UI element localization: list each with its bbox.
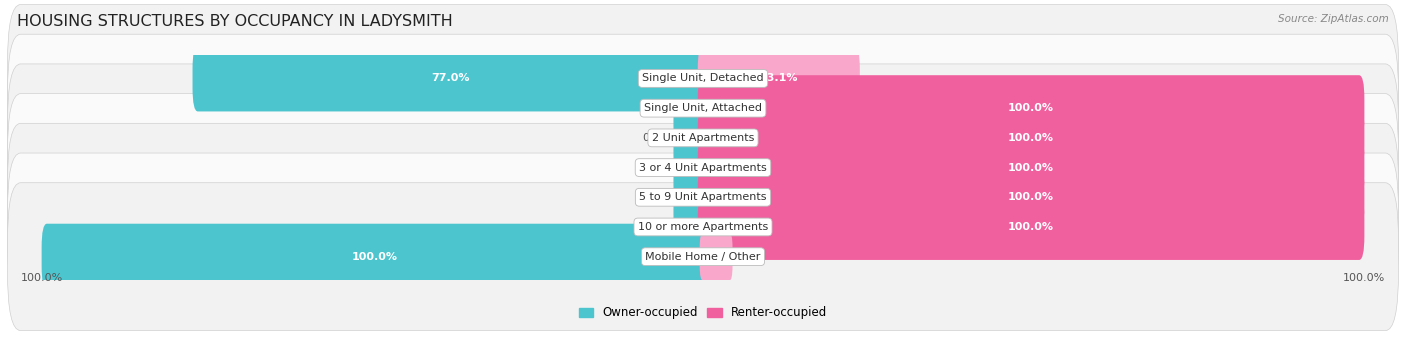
FancyBboxPatch shape [697,135,1364,200]
FancyBboxPatch shape [700,233,733,281]
FancyBboxPatch shape [7,94,1399,241]
Text: 100.0%: 100.0% [1008,103,1054,113]
FancyBboxPatch shape [697,75,1364,141]
Text: 100.0%: 100.0% [1008,192,1054,202]
Text: 0.0%: 0.0% [643,162,671,173]
Text: 77.0%: 77.0% [432,74,470,83]
FancyBboxPatch shape [673,144,706,192]
Text: Single Unit, Attached: Single Unit, Attached [644,103,762,113]
Text: 5 to 9 Unit Apartments: 5 to 9 Unit Apartments [640,192,766,202]
Text: 23.1%: 23.1% [759,74,799,83]
Text: Source: ZipAtlas.com: Source: ZipAtlas.com [1278,14,1389,24]
Text: 0.0%: 0.0% [643,103,671,113]
Text: 0.0%: 0.0% [735,252,763,262]
Text: 0.0%: 0.0% [643,192,671,202]
FancyBboxPatch shape [697,45,860,111]
Text: 0.0%: 0.0% [643,133,671,143]
Legend: Owner-occupied, Renter-occupied: Owner-occupied, Renter-occupied [574,302,832,324]
FancyBboxPatch shape [673,84,706,132]
Text: 100.0%: 100.0% [1343,273,1385,283]
FancyBboxPatch shape [7,123,1399,271]
Text: 100.0%: 100.0% [352,252,398,262]
FancyBboxPatch shape [697,164,1364,230]
FancyBboxPatch shape [7,34,1399,182]
FancyBboxPatch shape [42,224,709,290]
Text: 2 Unit Apartments: 2 Unit Apartments [652,133,754,143]
Text: 100.0%: 100.0% [1008,222,1054,232]
FancyBboxPatch shape [673,114,706,162]
FancyBboxPatch shape [673,203,706,251]
Text: Single Unit, Detached: Single Unit, Detached [643,74,763,83]
FancyBboxPatch shape [673,173,706,221]
FancyBboxPatch shape [697,105,1364,171]
FancyBboxPatch shape [7,64,1399,212]
Text: Mobile Home / Other: Mobile Home / Other [645,252,761,262]
FancyBboxPatch shape [7,4,1399,153]
Text: HOUSING STRUCTURES BY OCCUPANCY IN LADYSMITH: HOUSING STRUCTURES BY OCCUPANCY IN LADYS… [17,14,453,29]
Text: 3 or 4 Unit Apartments: 3 or 4 Unit Apartments [640,162,766,173]
FancyBboxPatch shape [697,194,1364,260]
Text: 100.0%: 100.0% [1008,133,1054,143]
Text: 100.0%: 100.0% [21,273,63,283]
FancyBboxPatch shape [193,45,709,111]
Text: 100.0%: 100.0% [1008,162,1054,173]
FancyBboxPatch shape [7,183,1399,331]
Text: 0.0%: 0.0% [643,222,671,232]
Text: 10 or more Apartments: 10 or more Apartments [638,222,768,232]
FancyBboxPatch shape [7,153,1399,301]
